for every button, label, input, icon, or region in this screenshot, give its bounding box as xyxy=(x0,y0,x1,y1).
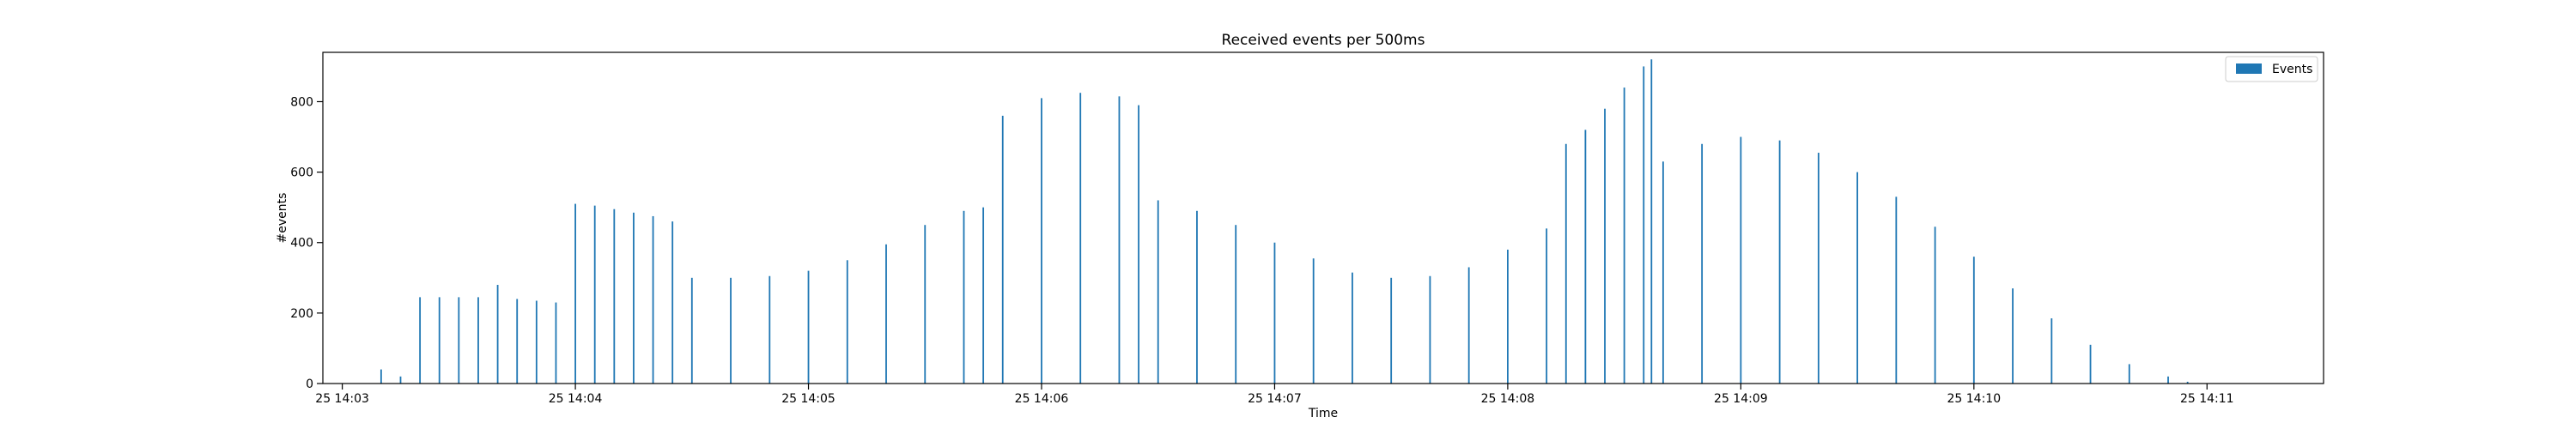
bar xyxy=(1934,227,1936,384)
x-tick-label: 25 14:07 xyxy=(1248,392,1302,406)
x-tick-label: 25 14:08 xyxy=(1481,392,1535,406)
bar xyxy=(1817,153,1820,384)
bar xyxy=(730,277,732,384)
bar xyxy=(1079,93,1082,384)
bar xyxy=(419,297,422,384)
bar xyxy=(1584,130,1587,384)
legend: Events xyxy=(2225,56,2318,82)
bar xyxy=(496,285,499,384)
bar xyxy=(671,221,674,384)
bar xyxy=(1507,249,1509,384)
bar xyxy=(535,300,538,384)
y-tick-label: 0 xyxy=(306,378,313,391)
bar xyxy=(555,302,557,384)
bar xyxy=(982,207,985,384)
bar xyxy=(690,277,693,384)
chart-title: Received events per 500ms xyxy=(1222,32,1425,49)
legend-frame xyxy=(2225,56,2318,82)
bar xyxy=(2186,381,2189,384)
bar xyxy=(574,203,576,384)
bar xyxy=(1235,225,1237,384)
x-tick-label: 25 14:03 xyxy=(315,392,369,406)
bar xyxy=(1001,115,1004,384)
legend-swatch-events xyxy=(2236,63,2262,74)
bar xyxy=(1623,88,1625,384)
bar xyxy=(516,299,519,384)
y-axis: 0 200 400 600 800 xyxy=(290,95,323,391)
bar xyxy=(1118,96,1121,384)
legend-label-events: Events xyxy=(2272,63,2312,76)
y-tick-label: 600 xyxy=(290,166,313,180)
bar xyxy=(613,208,616,384)
bar xyxy=(1138,105,1139,384)
plot-frame xyxy=(322,51,2324,384)
bar xyxy=(652,215,654,384)
bar xyxy=(1740,136,1742,384)
y-tick-label: 800 xyxy=(290,95,313,109)
bar xyxy=(1895,196,1898,384)
bar xyxy=(1312,258,1315,384)
bar xyxy=(1662,161,1664,384)
bar xyxy=(1643,66,1645,384)
bar xyxy=(769,275,771,384)
x-tick-label: 25 14:06 xyxy=(1015,392,1069,406)
bar xyxy=(477,297,479,384)
bar-series-events xyxy=(380,59,2189,384)
x-tick-label: 25 14:11 xyxy=(2180,392,2234,406)
x-tick-label: 25 14:05 xyxy=(781,392,835,406)
bar xyxy=(1604,108,1606,384)
y-tick-label: 200 xyxy=(290,307,313,321)
bar xyxy=(846,260,848,384)
bar xyxy=(1650,59,1653,384)
bar xyxy=(924,225,927,384)
bar xyxy=(2050,318,2053,384)
bar xyxy=(1972,257,1975,384)
bar xyxy=(1564,143,1567,384)
bar xyxy=(593,205,596,384)
x-tick-label: 25 14:09 xyxy=(1714,392,1768,406)
bar xyxy=(1778,140,1781,384)
y-axis-label: #events xyxy=(276,193,289,244)
bar xyxy=(458,297,460,384)
bar xyxy=(1041,98,1042,384)
bar xyxy=(438,297,440,384)
bar xyxy=(1157,200,1159,384)
bar xyxy=(885,244,887,384)
bar xyxy=(1546,228,1548,384)
bar xyxy=(2089,344,2092,384)
bar xyxy=(2167,376,2169,384)
bar xyxy=(2012,288,2014,384)
bar xyxy=(1196,210,1198,384)
bar xyxy=(1390,277,1393,384)
x-axis: 25 14:03 25 14:04 25 14:05 25 14:06 25 14:07… xyxy=(315,384,2234,406)
bar xyxy=(633,212,635,384)
x-axis-label: Time xyxy=(1308,407,1338,420)
bar xyxy=(1273,242,1276,384)
bar xyxy=(1352,272,1353,384)
y-tick-label: 400 xyxy=(290,237,313,251)
bar xyxy=(963,210,965,384)
bar xyxy=(399,376,402,384)
x-tick-label: 25 14:04 xyxy=(549,392,603,406)
bar xyxy=(807,270,810,384)
bar xyxy=(380,369,382,384)
bar xyxy=(1701,143,1704,384)
bar xyxy=(1429,275,1431,384)
bar xyxy=(1467,267,1470,384)
x-tick-label: 25 14:10 xyxy=(1947,392,2002,406)
bar xyxy=(2128,364,2130,384)
bar xyxy=(1856,172,1858,384)
